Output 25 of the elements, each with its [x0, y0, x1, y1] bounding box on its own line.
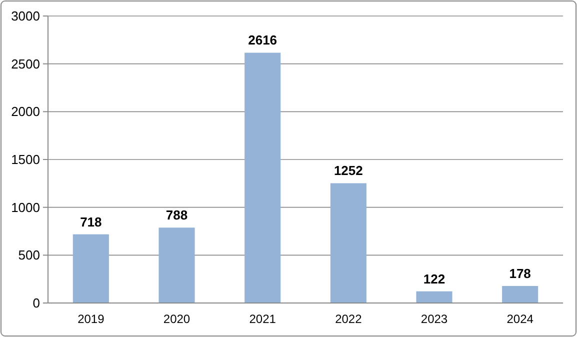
bar	[158, 228, 195, 303]
x-tick-label: 2021	[249, 312, 276, 326]
data-label: 718	[80, 214, 102, 230]
bar	[502, 286, 538, 303]
y-tick-label: 3000	[11, 8, 40, 24]
bar	[330, 183, 366, 303]
bar	[416, 291, 452, 303]
data-label: 1252	[334, 163, 363, 178]
y-tick-label: 2500	[11, 56, 40, 72]
y-tick-label: 2000	[11, 104, 40, 120]
data-label: 788	[166, 208, 188, 223]
y-tick-label: 500	[18, 248, 40, 263]
y-tick-label: 1500	[11, 152, 40, 168]
x-tick-label: 2019	[78, 312, 105, 326]
x-tick-label: 2022	[335, 312, 362, 326]
data-label: 2616	[248, 32, 278, 48]
y-tick-label: 1000	[11, 200, 40, 215]
x-tick-label: 2023	[420, 312, 448, 326]
bar	[244, 52, 281, 303]
data-label: 178	[509, 266, 531, 281]
bar	[72, 234, 109, 303]
x-tick-label: 2024	[506, 312, 534, 326]
y-tick-label: 0	[32, 296, 40, 311]
data-label: 122	[423, 271, 446, 286]
x-tick-label: 2020	[163, 312, 190, 326]
